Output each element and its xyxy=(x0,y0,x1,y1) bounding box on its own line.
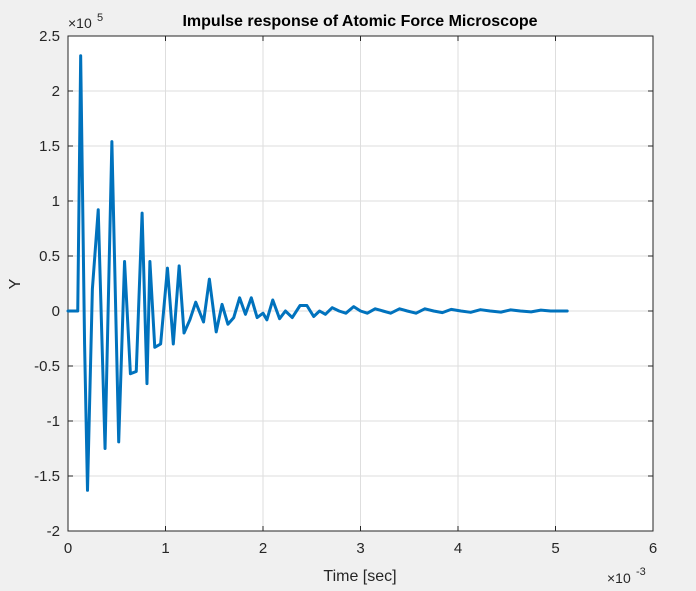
x-tick-label: 3 xyxy=(356,540,364,557)
y-tick-label: 0 xyxy=(52,303,60,320)
y-tick-label: -1.5 xyxy=(34,468,60,485)
y-tick-label: 2 xyxy=(52,83,60,100)
series xyxy=(66,54,569,492)
x-tick-label: 0 xyxy=(64,540,72,557)
x-tick-labels: 0 1 2 3 4 5 6 xyxy=(64,540,657,557)
x-exponent-power: -3 xyxy=(636,566,646,578)
y-tick-label: -1 xyxy=(47,413,60,430)
x-exponent-base: ×10 xyxy=(607,570,631,586)
y-axis-label: Y xyxy=(7,278,24,289)
chart-title: Impulse response of Atomic Force Microsc… xyxy=(182,13,537,30)
x-tick-label: 2 xyxy=(259,540,267,557)
x-axis-label: Time [sec] xyxy=(323,568,396,585)
x-tick-label: 5 xyxy=(551,540,559,557)
y-tick-label: 2.5 xyxy=(39,28,60,45)
y-exponent-base: ×10 xyxy=(68,15,92,31)
y-tick-label: 0.5 xyxy=(39,248,60,265)
y-exponent-power: 5 xyxy=(97,12,103,24)
x-exponent: ×10 -3 xyxy=(607,566,646,586)
y-tick-label: -2 xyxy=(47,523,60,540)
y-exponent: ×10 5 xyxy=(68,12,103,31)
y-tick-label: 1.5 xyxy=(39,138,60,155)
x-tick-label: 6 xyxy=(649,540,657,557)
x-tick-label: 4 xyxy=(454,540,462,557)
y-tick-label: -0.5 xyxy=(34,358,60,375)
y-tick-labels: -2 -1.5 -1 -0.5 0 0.5 1 1.5 2 2.5 xyxy=(34,28,60,540)
x-tick-label: 1 xyxy=(161,540,169,557)
impulse-response-line xyxy=(66,54,569,492)
ticks xyxy=(67,35,654,532)
y-tick-label: 1 xyxy=(52,193,60,210)
